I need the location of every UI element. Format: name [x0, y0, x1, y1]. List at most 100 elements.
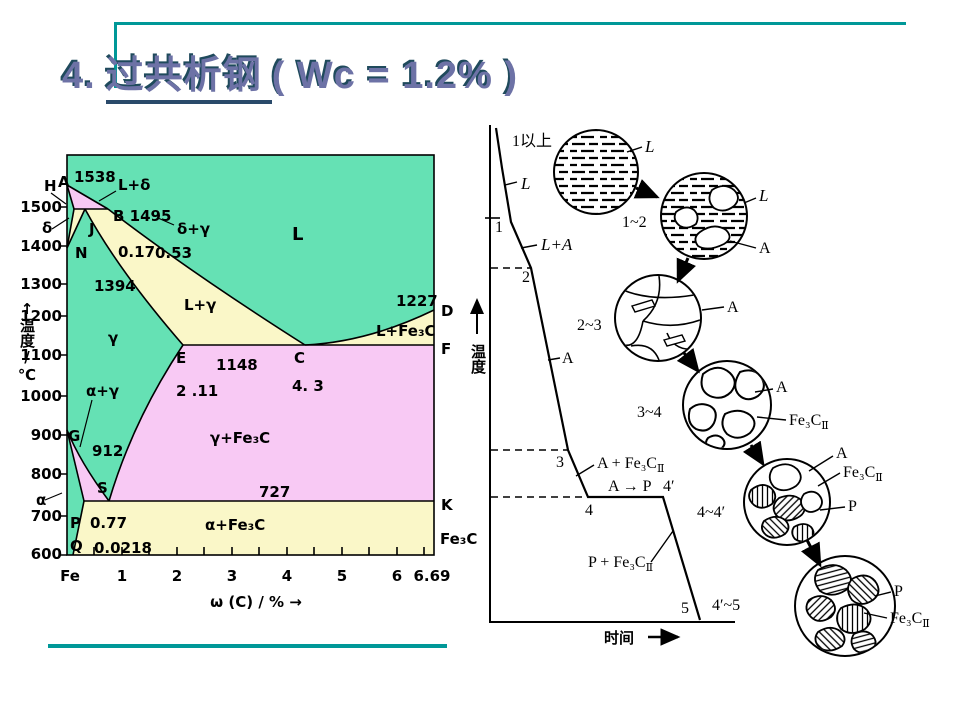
- subscript-ii: Ⅱ: [657, 463, 664, 475]
- stage-above-1: 1以上: [512, 132, 552, 150]
- label-point-a: A: [58, 173, 70, 191]
- stage-2-3: 2~3: [577, 317, 602, 334]
- phase-point-labels: H A 1538 L+δ B 1495 δ J N 0.17 0.53 1394…: [36, 168, 477, 557]
- phase-regions: [67, 155, 434, 555]
- slide-title: 4. 过共析钢( Wc = 1.2% ): [62, 44, 518, 104]
- leader: [863, 612, 888, 619]
- subscript-ii: Ⅱ: [646, 562, 653, 574]
- temperature-dashed-lines: [491, 267, 588, 498]
- label-point-k: K: [441, 496, 454, 514]
- micro-circle-pearlite-fe3c2: P Fe₃CⅡ: [794, 555, 930, 657]
- curve-point-4: 4: [585, 502, 593, 519]
- micro-label-fe3c2: Fe₃CⅡ: [890, 610, 930, 630]
- leader: [808, 455, 834, 472]
- subscript-ii: Ⅱ: [922, 618, 929, 630]
- x-tick-label: 2: [172, 567, 182, 585]
- phase-a: A: [562, 350, 574, 367]
- corner-accent-line: [114, 22, 117, 88]
- region-delta: [67, 185, 74, 248]
- y-tick-label: 1000: [20, 387, 62, 405]
- y-tick-label: 1200: [20, 307, 62, 325]
- leader: [701, 306, 725, 311]
- label-region-delta-gamma: δ+γ: [177, 220, 210, 238]
- label-comp-077: 0.77: [90, 514, 127, 532]
- x-tick-labels: Fe 1 2 3 4 5 6 6.69: [60, 567, 450, 585]
- label-region-l: L: [292, 224, 303, 245]
- phase-l-plus-a: L+A: [540, 235, 573, 254]
- micro-label-fe3c2: Fe₃CⅡ: [789, 412, 829, 432]
- stage-4prime-5: 4′~5: [712, 597, 740, 614]
- cooling-y-axis-label: 温度: [469, 344, 487, 375]
- label-region-l-fe3c: L+Fe₃C: [376, 322, 436, 340]
- cooling-curve-diagram: 温度 时间 1 2 3 4 4′: [469, 125, 930, 657]
- curve-phase-labels: 1以上 L L+A A A + Fe₃CⅡ A → P P + Fe₃CⅡ 1~…: [512, 132, 740, 614]
- leader: [819, 506, 846, 511]
- leader: [817, 472, 841, 487]
- phase-a-to-p: A → P: [608, 478, 652, 495]
- title-suffix: ( Wc = 1.2% ): [271, 55, 519, 97]
- region-gamma-plus-fe3c: [109, 345, 434, 501]
- micro-label-fe3c2-text: Fe₃C: [789, 412, 821, 429]
- x-tick-label: 6: [392, 567, 402, 585]
- label-point-b-1495: B 1495: [113, 207, 171, 225]
- label-fe3c-edge: Fe₃C: [440, 530, 477, 548]
- fe-c-phase-diagram: 1500 1400 1300 1200 1100 1000 900 800 70…: [18, 154, 477, 611]
- region-l-plus-fe3c: [305, 310, 434, 345]
- label-point-q: Q: [70, 537, 83, 555]
- curve-leader-lines: [504, 181, 674, 563]
- x-tick-label: 4: [282, 567, 292, 585]
- label-region-l-gamma: L+γ: [184, 296, 216, 314]
- label-temp-1227: 1227: [396, 292, 438, 310]
- label-point-f: F: [441, 340, 451, 358]
- stage-3-4: 3~4: [637, 404, 662, 421]
- label-point-h: H: [44, 177, 57, 195]
- leader: [874, 591, 892, 597]
- stage-1-2: 1~2: [622, 214, 647, 231]
- label-point-g: G: [68, 427, 80, 445]
- y-tick-labels: 1500 1400 1300 1200 1100 1000 900 800 70…: [20, 198, 62, 563]
- micro-label-fe3c2-text: Fe₃C: [843, 464, 875, 481]
- micro-label-p: P: [894, 583, 903, 600]
- label-point-s: S: [97, 479, 108, 497]
- label-point-d: D: [441, 302, 453, 320]
- title-number: 4.: [62, 55, 96, 97]
- label-point-n: N: [75, 244, 88, 262]
- label-leader-lines: [44, 190, 175, 501]
- label-region-delta: δ: [42, 219, 52, 237]
- region-liquid: [67, 155, 434, 345]
- label-comp-00218: 0.0218: [94, 539, 152, 557]
- austenite-nucleus: [694, 225, 731, 250]
- micro-label-a: A: [836, 445, 848, 462]
- leader: [754, 388, 774, 393]
- curve-point-labels: 1 2 3 4 4′ 5: [495, 219, 689, 617]
- curve-point-5: 5: [681, 600, 689, 617]
- region-alpha: [67, 430, 84, 555]
- micro-label-a: A: [776, 379, 788, 396]
- label-comp-053: 0.53: [155, 244, 192, 262]
- cooling-curve: [494, 127, 702, 621]
- label-region-gamma-fe3c: γ+Fe₃C: [210, 429, 270, 447]
- y-tick-label: 1300: [20, 275, 62, 293]
- region-alpha-plus-fe3c: [73, 501, 434, 555]
- phase-x-axis-label: ω (C) / % →: [210, 593, 302, 611]
- y-tick-label: 700: [31, 507, 62, 525]
- label-region-gamma: γ: [108, 329, 118, 347]
- curve-point-3: 3: [556, 454, 564, 471]
- label-temp-1394: 1394: [94, 277, 136, 295]
- label-temp-1148: 1148: [216, 356, 258, 374]
- micro-circle-austenite: A: [614, 274, 739, 362]
- twin-lath: [631, 299, 656, 313]
- phase-boundaries: [66, 154, 435, 556]
- micro-label-a: A: [727, 299, 739, 316]
- transformation-arrows: [633, 179, 822, 568]
- phase-y-axis-label: ↑温度/℃: [18, 300, 36, 384]
- y-tick-label: 900: [31, 426, 62, 444]
- leader: [626, 146, 643, 153]
- phase-a-fe3c2: A + Fe₃CⅡ: [597, 455, 664, 475]
- twin-lath: [662, 334, 687, 347]
- label-point-j: J: [88, 220, 95, 238]
- y-tick-label: 1500: [20, 198, 62, 216]
- micro-label-p: P: [848, 498, 857, 515]
